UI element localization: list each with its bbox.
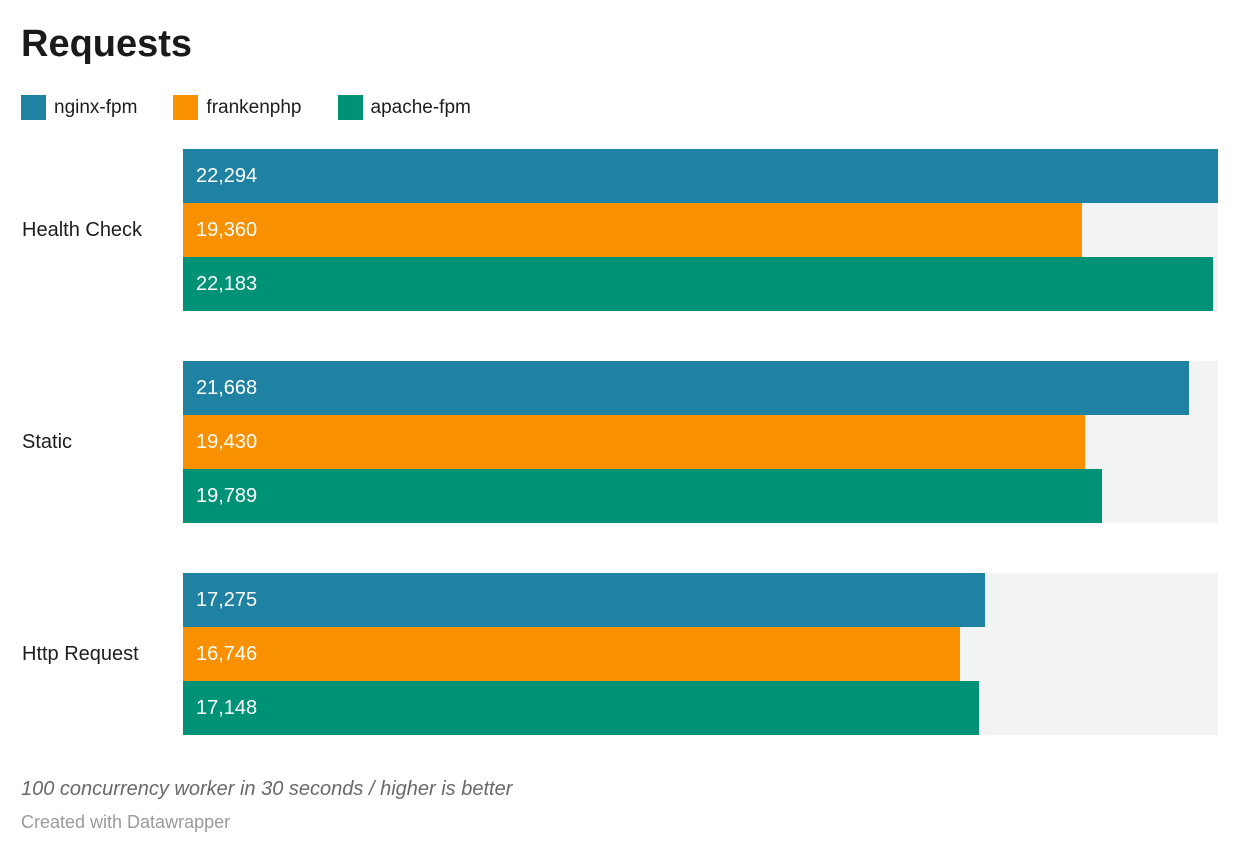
bar-fill-nginx-fpm: 21,668 xyxy=(183,361,1189,415)
bar-track: 21,668 19,430 19,789 xyxy=(183,361,1218,523)
bar-value-label: 22,183 xyxy=(196,272,258,295)
bar-row: 16,746 xyxy=(183,627,1218,681)
legend: nginx-fpm frankenphp apache-fpm xyxy=(21,95,1240,120)
legend-item-apache-fpm: apache-fpm xyxy=(337,95,471,120)
legend-label: frankenphp xyxy=(206,96,302,118)
category-group: Static 21,668 19,430 19,789 xyxy=(0,361,1240,523)
bar-value-label: 17,148 xyxy=(196,696,258,719)
bar-fill-frankenphp: 19,360 xyxy=(183,203,1082,257)
category-label: Health Check xyxy=(22,218,143,241)
category-label-col: Static xyxy=(0,361,183,523)
legend-item-frankenphp: frankenphp xyxy=(173,95,302,120)
category-group: Http Request 17,275 16,746 17,148 xyxy=(0,573,1240,735)
bar-row: 22,183 xyxy=(183,257,1218,311)
bar-fill-nginx-fpm: 22,294 xyxy=(183,149,1218,203)
legend-swatch-icon xyxy=(21,95,46,120)
datawrapper-attribution-link[interactable]: Created with Datawrapper xyxy=(21,812,231,832)
bar-row: 19,430 xyxy=(183,415,1218,469)
bar-value-label: 19,430 xyxy=(196,430,258,453)
legend-item-nginx-fpm: nginx-fpm xyxy=(21,95,137,120)
bar-value-label: 22,294 xyxy=(196,164,258,187)
legend-swatch-icon xyxy=(173,95,199,120)
bar-fill-apache-fpm: 19,789 xyxy=(183,469,1102,523)
legend-label: apache-fpm xyxy=(370,96,471,118)
bar-chart: Health Check 22,294 19,360 22,183 Static 21,6… xyxy=(0,149,1240,735)
bar-row: 17,275 xyxy=(183,573,1218,627)
bar-value-label: 17,275 xyxy=(196,588,258,611)
chart-note: 100 concurrency worker in 30 seconds / h… xyxy=(21,778,513,800)
category-label: Http Request xyxy=(22,642,139,665)
category-label: Static xyxy=(22,430,73,453)
bar-fill-apache-fpm: 17,148 xyxy=(183,681,980,735)
bar-fill-nginx-fpm: 17,275 xyxy=(183,573,986,627)
category-group: Health Check 22,294 19,360 22,183 xyxy=(0,149,1240,311)
bar-value-label: 19,789 xyxy=(196,484,258,507)
bar-value-label: 19,360 xyxy=(196,218,258,241)
bar-value-label: 16,746 xyxy=(196,642,258,665)
bar-row: 17,148 xyxy=(183,681,1218,735)
category-label-col: Http Request xyxy=(0,573,183,735)
category-label-col: Health Check xyxy=(0,149,183,311)
bar-row: 19,360 xyxy=(183,203,1218,257)
bar-row: 19,789 xyxy=(183,469,1218,523)
chart-title: Requests xyxy=(21,23,193,65)
bar-row: 22,294 xyxy=(183,149,1218,203)
bar-track: 17,275 16,746 17,148 xyxy=(183,573,1218,735)
bar-fill-frankenphp: 16,746 xyxy=(183,627,961,681)
bar-track: 22,294 19,360 22,183 xyxy=(183,149,1218,311)
bar-fill-frankenphp: 19,430 xyxy=(183,415,1085,469)
legend-label: nginx-fpm xyxy=(54,96,138,118)
legend-swatch-icon xyxy=(337,95,363,120)
bar-value-label: 21,668 xyxy=(196,376,258,399)
bar-row: 21,668 xyxy=(183,361,1218,415)
bar-fill-apache-fpm: 22,183 xyxy=(183,257,1213,311)
